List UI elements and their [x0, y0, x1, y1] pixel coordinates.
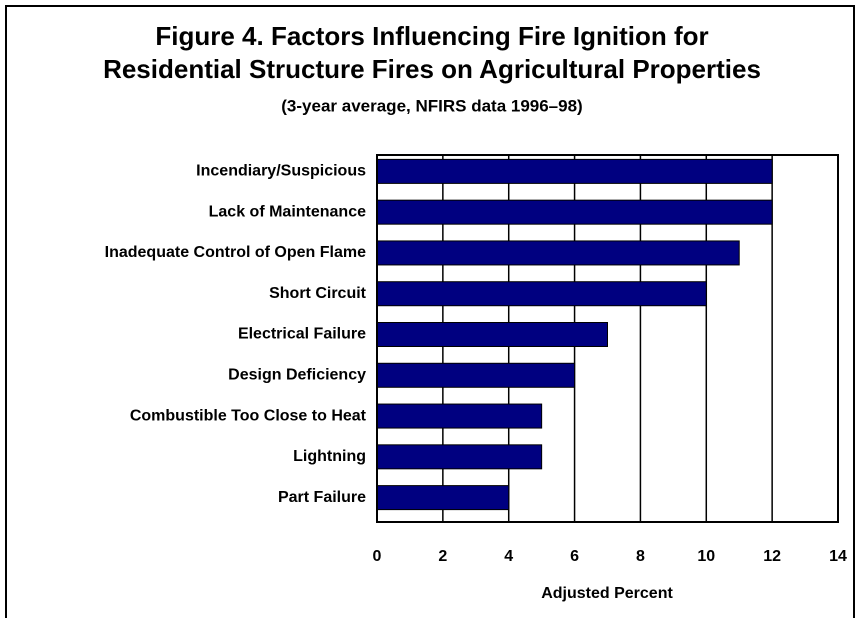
- x-tick-label: 10: [697, 548, 715, 565]
- chart-subtitle: (3-year average, NFIRS data 1996–98): [281, 96, 582, 115]
- y-tick-label: Lightning: [293, 448, 366, 465]
- bar: [376, 281, 707, 307]
- frame: [5, 5, 855, 618]
- y-tick-label: Inadequate Control of Open Flame: [105, 244, 366, 261]
- bar: [376, 322, 608, 347]
- x-tick-label: 2: [438, 548, 447, 565]
- x-tick-label: 8: [636, 548, 645, 565]
- bar: [376, 403, 543, 429]
- y-tick-label: Design Deficiency: [228, 366, 366, 383]
- chart-title: Figure 4. Factors Influencing Fire Ignit…: [155, 21, 708, 51]
- x-tick-label: 12: [763, 548, 781, 565]
- y-tick-label: Short Circuit: [269, 285, 367, 302]
- x-axis-label: Adjusted Percent: [541, 585, 673, 602]
- plot-border: [376, 154, 839, 523]
- chart-title: Residential Structure Fires on Agricultu…: [103, 54, 761, 84]
- x-tick-label: 6: [570, 548, 579, 565]
- bar: [376, 362, 576, 388]
- x-tick-label: 4: [504, 548, 513, 565]
- bar: [376, 485, 510, 511]
- x-tick-label: 14: [829, 548, 847, 565]
- bar: [376, 158, 773, 184]
- y-tick-label: Incendiary/Suspicious: [196, 163, 366, 180]
- y-tick-label: Part Failure: [278, 489, 366, 506]
- y-tick-label: Combustible Too Close to Heat: [130, 407, 367, 424]
- bar: [376, 444, 543, 470]
- y-tick-label: Electrical Failure: [238, 326, 366, 343]
- x-tick-label: 0: [373, 548, 382, 565]
- bar: [376, 240, 740, 266]
- bar: [376, 199, 773, 225]
- y-tick-label: Lack of Maintenance: [209, 203, 366, 220]
